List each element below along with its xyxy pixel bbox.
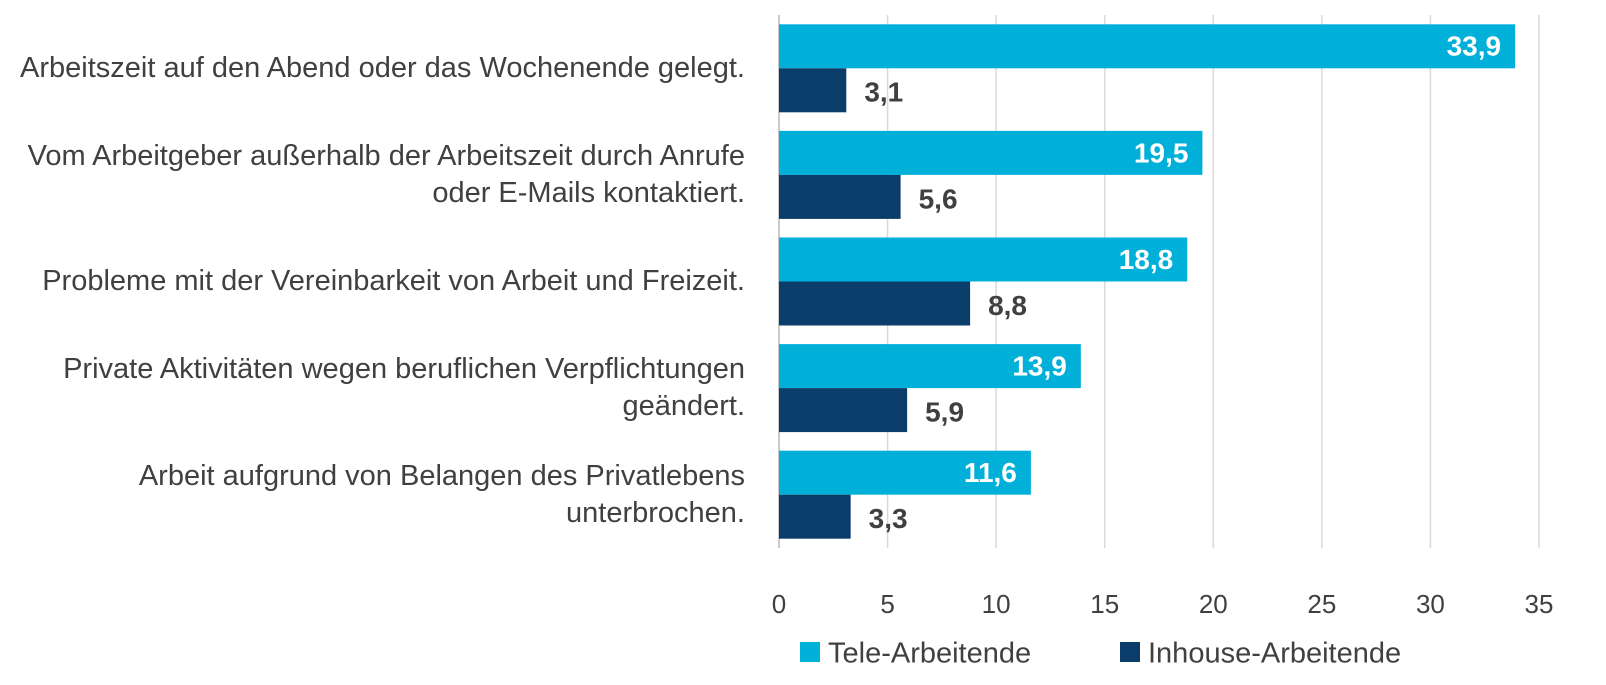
category-text: Private Aktivitäten wegen beruflichen Ve… xyxy=(63,353,745,423)
bar xyxy=(779,281,971,326)
bar xyxy=(779,174,901,219)
category-text: Probleme mit der Vereinbarkeit von Arbei… xyxy=(42,264,745,297)
value-label: 13,9 xyxy=(1012,350,1067,381)
value-label: 18,8 xyxy=(1119,244,1174,275)
value-label: 3,1 xyxy=(864,77,903,108)
category-text: Arbeit aufgrund von Belangen des Privatl… xyxy=(138,459,745,529)
category-label: Arbeitszeit auf den Abend oder das Woche… xyxy=(0,15,745,122)
x-tick-label: 25 xyxy=(1307,589,1336,619)
category-label: Private Aktivitäten wegen beruflichen Ve… xyxy=(0,335,745,442)
value-label: 33,9 xyxy=(1447,31,1502,62)
value-label: 11,6 xyxy=(964,457,1017,488)
x-tick-label: 20 xyxy=(1199,589,1228,619)
bar xyxy=(779,68,847,113)
legend-label: Tele-Arbeitende xyxy=(828,638,1031,670)
x-tick-label: 15 xyxy=(1090,589,1119,619)
bar xyxy=(779,24,1516,69)
x-tick-label: 0 xyxy=(772,589,786,619)
value-label: 19,5 xyxy=(1134,137,1189,168)
x-tick-label: 10 xyxy=(982,589,1011,619)
value-label: 8,8 xyxy=(988,290,1027,321)
x-tick-label: 30 xyxy=(1416,589,1445,619)
x-tick-label: 35 xyxy=(1525,589,1554,619)
category-label: Vom Arbeitgeber außerhalb der Arbeitszei… xyxy=(0,122,745,229)
bar xyxy=(779,494,851,539)
category-text: Arbeitszeit auf den Abend oder das Woche… xyxy=(20,51,745,84)
bar xyxy=(779,130,1203,175)
category-text: Vom Arbeitgeber außerhalb der Arbeitszei… xyxy=(27,139,745,209)
value-label: 5,6 xyxy=(919,183,958,214)
legend-swatch xyxy=(1120,642,1140,662)
bar xyxy=(779,344,1081,389)
legend-label: Inhouse-Arbeitende xyxy=(1148,638,1401,670)
x-tick-label: 5 xyxy=(880,589,894,619)
category-label: Probleme mit der Vereinbarkeit von Arbei… xyxy=(0,228,745,335)
value-label: 5,9 xyxy=(925,396,964,427)
legend-swatch xyxy=(800,642,820,662)
category-label: Arbeit aufgrund von Belangen des Privatl… xyxy=(0,441,745,548)
value-label: 3,3 xyxy=(869,503,908,534)
bar xyxy=(779,388,908,433)
bar xyxy=(779,237,1188,282)
bar xyxy=(779,450,1031,495)
